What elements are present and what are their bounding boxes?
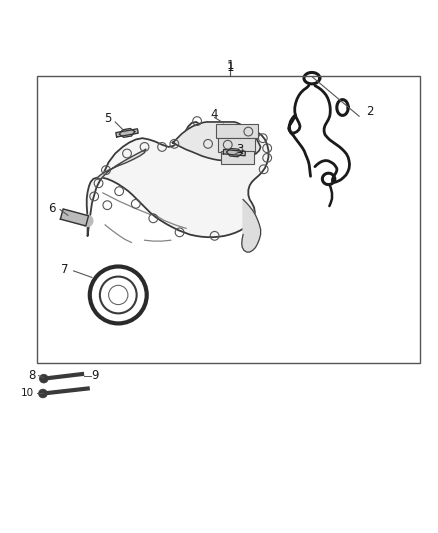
Polygon shape — [60, 209, 88, 226]
Text: 8: 8 — [28, 369, 35, 382]
Text: 10: 10 — [21, 387, 34, 398]
Text: 9: 9 — [92, 369, 99, 382]
Polygon shape — [116, 129, 138, 137]
Polygon shape — [226, 149, 242, 157]
Text: 1: 1 — [226, 59, 234, 72]
Polygon shape — [242, 199, 261, 252]
Polygon shape — [223, 149, 245, 156]
Circle shape — [81, 215, 93, 227]
Polygon shape — [119, 128, 135, 138]
Bar — [37, 76, 420, 363]
Polygon shape — [172, 122, 261, 160]
Text: 4: 4 — [211, 108, 219, 121]
Text: 1: 1 — [226, 61, 234, 74]
Text: 2: 2 — [366, 106, 374, 118]
Polygon shape — [97, 149, 146, 179]
Text: 5: 5 — [105, 112, 112, 125]
Text: 7: 7 — [61, 263, 69, 276]
Bar — [221, 151, 254, 165]
Text: 3: 3 — [237, 143, 244, 157]
Circle shape — [39, 374, 48, 383]
Polygon shape — [87, 122, 268, 237]
Bar — [216, 124, 258, 138]
Bar — [218, 138, 255, 152]
Circle shape — [39, 389, 47, 398]
Text: 6: 6 — [48, 202, 56, 215]
